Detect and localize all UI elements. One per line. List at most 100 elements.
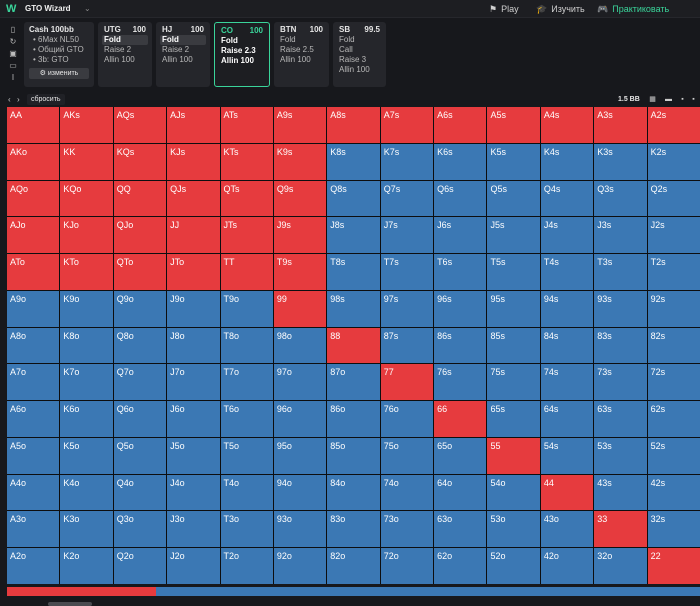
bb-display-toggle[interactable]: 1.5 BB [618,96,640,103]
action-option[interactable]: Raise 2.5 [280,45,314,54]
hand-cell[interactable]: A7o [7,364,60,401]
hand-cell[interactable]: QJo [113,217,167,254]
hand-cell[interactable]: 82o [327,548,380,584]
compact-view-icon[interactable]: ▪ [681,96,684,103]
hand-cell[interactable]: J2o [167,548,220,584]
history-icon[interactable]: ↻ [9,37,17,46]
reset-button[interactable]: сбросить [27,94,65,105]
hand-cell[interactable]: 93o [273,511,327,548]
hand-cell[interactable]: K2o [60,548,113,584]
hand-cell[interactable]: 72o [380,548,434,584]
hand-cell[interactable]: 95s [487,290,540,327]
hand-cell[interactable]: K8s [327,143,380,180]
hand-cell[interactable]: Q3o [113,511,167,548]
hand-cell[interactable]: J2s [647,217,700,254]
hand-cell[interactable]: A2s [647,107,700,143]
hand-cell[interactable]: J9o [167,290,220,327]
hand-cell[interactable]: K2s [647,143,700,180]
hand-cell[interactable]: A3o [7,511,60,548]
action-option[interactable]: Fold [280,35,296,44]
hand-cell[interactable]: A8s [327,107,380,143]
hand-cell[interactable]: J7o [167,364,220,401]
save-icon[interactable]: ▣ [9,49,17,58]
hand-cell[interactable]: AJs [167,107,220,143]
hand-cell[interactable]: J8s [327,217,380,254]
hand-cell[interactable]: KQs [113,143,167,180]
nav-study[interactable]: 🎓 Изучить [536,2,585,16]
hand-cell[interactable]: 42o [540,548,594,584]
hand-cell[interactable]: 84s [540,327,594,364]
hand-cell[interactable]: T9s [273,254,327,290]
action-option[interactable]: Fold [102,35,148,45]
hand-cell[interactable]: Q2o [113,548,167,584]
hand-cell[interactable]: K9o [60,290,113,327]
hand-cell[interactable]: Q5o [113,437,167,474]
hand-cell[interactable]: 86o [327,401,380,437]
hand-cell[interactable]: 96s [434,290,487,327]
hand-cell[interactable]: K3o [60,511,113,548]
hand-cell[interactable]: K7s [380,143,434,180]
hand-cell[interactable]: 62o [434,548,487,584]
hand-cell[interactable]: 74s [540,364,594,401]
hand-cell[interactable]: K5o [60,437,113,474]
scrollbar[interactable] [48,602,92,606]
hand-cell[interactable]: Q9o [113,290,167,327]
hand-cell[interactable]: K5s [487,143,540,180]
hand-cell[interactable]: T7s [380,254,434,290]
hand-cell[interactable]: J3s [594,217,647,254]
hand-cell[interactable]: KTs [220,143,273,180]
hand-cell[interactable]: T8o [220,327,273,364]
hand-cell[interactable]: Q8o [113,327,167,364]
hand-cell[interactable]: K4o [60,474,113,511]
hand-cell[interactable]: 52o [487,548,540,584]
hand-cell[interactable]: 54s [540,437,594,474]
hand-cell[interactable]: Q6s [434,180,487,217]
hand-cell[interactable]: 92o [273,548,327,584]
hand-cell[interactable]: 22 [647,548,700,584]
hand-cell[interactable]: A8o [7,327,60,364]
hand-cell[interactable]: 64o [434,474,487,511]
hand-cell[interactable]: A6s [434,107,487,143]
list-view-icon[interactable]: ▬ [665,96,672,103]
hand-cell[interactable]: 86s [434,327,487,364]
hand-cell[interactable]: A7s [380,107,434,143]
hand-cell[interactable]: T4o [220,474,273,511]
hand-cell[interactable]: AKs [60,107,113,143]
hand-cell[interactable]: A9o [7,290,60,327]
hand-cell[interactable]: J4s [540,217,594,254]
hand-cell[interactable]: KK [60,143,113,180]
position-card-co[interactable]: CO 100 Fold Raise 2.3 Allin 100 [214,22,270,87]
action-option[interactable]: Allin 100 [280,55,311,64]
hand-cell[interactable]: T4s [540,254,594,290]
hand-cell[interactable]: 73o [380,511,434,548]
hand-cell[interactable]: 82s [647,327,700,364]
action-option[interactable]: Allin 100 [221,56,254,65]
hand-cell[interactable]: K9s [273,143,327,180]
hand-cell[interactable]: A2o [7,548,60,584]
hand-cell[interactable]: Q2s [647,180,700,217]
hand-cell[interactable]: A9s [273,107,327,143]
hand-cell[interactable]: T3o [220,511,273,548]
hand-cell[interactable]: 97o [273,364,327,401]
hand-cell[interactable]: AKo [7,143,60,180]
hand-cell[interactable]: Q7o [113,364,167,401]
hand-cell[interactable]: A4s [540,107,594,143]
hand-cell[interactable]: Q3s [594,180,647,217]
hand-cell[interactable]: 83s [594,327,647,364]
hand-cell[interactable]: ATo [7,254,60,290]
hand-cell[interactable]: 55 [487,437,540,474]
hand-cell[interactable]: K3s [594,143,647,180]
hand-cell[interactable]: 62s [647,401,700,437]
hand-cell[interactable]: AQs [113,107,167,143]
hand-cell[interactable]: 97s [380,290,434,327]
action-option[interactable]: Fold [339,35,355,44]
hand-cell[interactable]: J5o [167,437,220,474]
hand-cell[interactable]: 42s [647,474,700,511]
hand-cell[interactable]: KTo [60,254,113,290]
hand-cell[interactable]: 93s [594,290,647,327]
hand-cell[interactable]: Q9s [273,180,327,217]
hand-cell[interactable]: QTs [220,180,273,217]
hand-cell[interactable]: 76o [380,401,434,437]
hand-cell[interactable]: K7o [60,364,113,401]
hand-cell[interactable]: 54o [487,474,540,511]
